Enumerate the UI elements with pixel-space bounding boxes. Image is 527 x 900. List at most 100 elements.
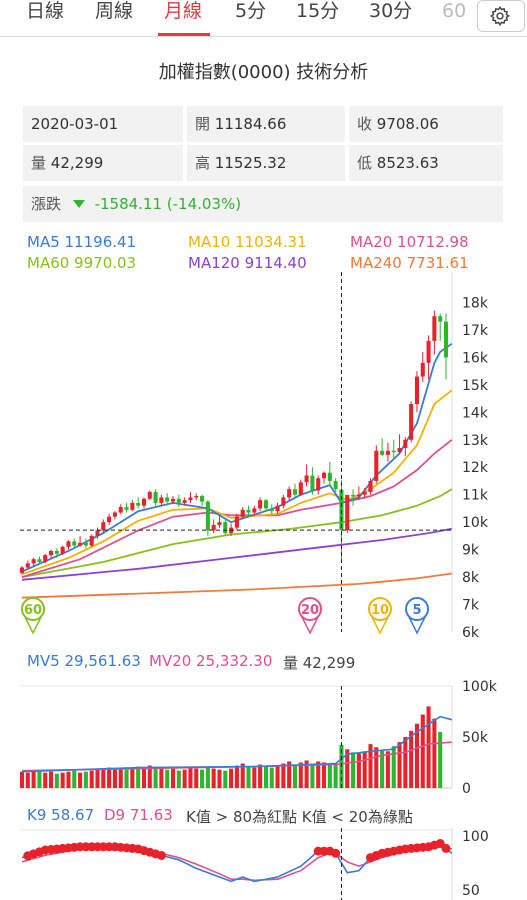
info-volume: 量 42,299: [23, 145, 183, 181]
volume-bar: [31, 770, 36, 788]
candle-body: [321, 472, 327, 479]
volume-bar: [165, 769, 170, 788]
volume-bar: [409, 730, 414, 788]
volume-bar: [426, 706, 431, 788]
volume-bar: [275, 765, 280, 788]
price-tick-label: 7k: [462, 598, 480, 614]
candle-body: [223, 522, 228, 534]
candle-body: [258, 500, 263, 509]
open-label: 開: [195, 115, 211, 133]
active-tab-indicator: [158, 33, 210, 36]
candle-body: [66, 541, 71, 547]
price-chart[interactable]: 18k 17k 16k 15k 14k 13k 12k 11k 10k 9k 8k 7k 6k 60 20 1…: [0, 272, 527, 642]
volume-bar: [25, 772, 30, 788]
volume-bar: [362, 751, 367, 788]
ma20-legend: MA20 10712.98: [350, 233, 469, 251]
volume-bar: [333, 763, 338, 788]
kd-chart[interactable]: 100 50: [0, 828, 527, 900]
volume-bar: [159, 767, 164, 788]
volume-bar: [147, 765, 152, 788]
volume-value: 42,299: [50, 154, 104, 172]
info-high: 高 11525.32: [187, 145, 345, 181]
candle-body: [246, 509, 251, 513]
tab-monthly[interactable]: 月線: [164, 0, 203, 22]
ma120-series-line: [21, 527, 452, 581]
candle-body: [391, 450, 396, 453]
marker-circle: [405, 597, 429, 621]
candle-body: [182, 500, 187, 503]
volume-bar: [37, 771, 42, 788]
marker-label: 20: [301, 603, 319, 618]
tab-60min[interactable]: 60: [442, 0, 467, 22]
volume-bar: [246, 766, 251, 788]
candle-body: [426, 340, 431, 363]
candle-body: [31, 559, 36, 564]
candle-body: [107, 516, 112, 523]
volume-bar: [136, 766, 141, 788]
page-title: 加權指數(0000) 技術分析: [158, 62, 369, 83]
marker-circle: [298, 597, 322, 621]
ma60-legend: MA60 9970.03: [27, 254, 137, 272]
volume-bar: [205, 767, 210, 788]
volume-bar: [380, 750, 385, 788]
price-tick-label: 15k: [462, 378, 489, 394]
kd-tick-label: 50: [462, 883, 480, 899]
candle-body: [211, 524, 216, 531]
vol-legend: 量 42,299: [283, 654, 356, 672]
candle-body: [240, 509, 245, 517]
ma60-series-line: [21, 488, 453, 578]
candle-body: [304, 475, 309, 483]
candle-body: [420, 362, 425, 377]
volume-tick-label: 100k: [462, 679, 498, 695]
candle-body: [298, 482, 303, 495]
k-red-dot: [156, 850, 166, 860]
settings-button[interactable]: [477, 0, 525, 32]
k-red-dot: [441, 843, 451, 853]
candle-body: [170, 498, 176, 502]
volume-bar: [54, 773, 59, 788]
volume-bar: [240, 763, 245, 788]
price-tick-label: 8k: [462, 570, 480, 586]
candle-body: [136, 502, 141, 506]
candle-body: [443, 321, 449, 358]
volume-chart[interactable]: 100k 50k 0: [0, 676, 527, 798]
volume-bar: [188, 767, 193, 788]
candle-body: [176, 498, 181, 503]
ma5-series-line: [21, 342, 453, 573]
candle-body: [205, 501, 210, 531]
mv20-legend: MV20 25,332.30: [149, 652, 273, 670]
volume-bar: [420, 714, 425, 788]
volume-bar: [391, 746, 396, 788]
candle-body: [385, 450, 390, 455]
tab-daily[interactable]: 日線: [26, 0, 65, 22]
candle-body: [200, 496, 205, 502]
tab-15min[interactable]: 15分: [296, 0, 340, 22]
candle-body: [414, 376, 419, 405]
volume-bar: [287, 761, 292, 788]
tab-5min[interactable]: 5分: [235, 0, 267, 22]
change-value: -1584.11 (-14.03%): [94, 195, 242, 213]
marker-label: 60: [24, 603, 42, 618]
candle-body: [37, 559, 42, 562]
candle-body: [327, 472, 332, 481]
candle-body: [101, 522, 106, 531]
candle-body: [118, 507, 123, 513]
candle-body: [339, 489, 344, 531]
candle-body: [287, 489, 292, 498]
marker-pointer: [408, 616, 426, 635]
volume-bar: [403, 737, 408, 788]
volume-bar: [252, 767, 257, 788]
volume-bar: [374, 747, 379, 788]
candle-body: [54, 550, 59, 554]
info-change: 漲跌 -1584.11 (-14.03%): [23, 186, 503, 222]
candle-body: [165, 497, 170, 502]
tab-weekly[interactable]: 周線: [95, 0, 134, 22]
candle-body: [60, 546, 65, 554]
tab-30min[interactable]: 30分: [369, 0, 413, 22]
candle-body: [345, 494, 350, 531]
volume-bar: [217, 769, 222, 788]
volume-bar: [310, 763, 315, 788]
volume-bar: [292, 764, 298, 788]
info-close: 收 9708.06: [349, 106, 503, 142]
candle-body: [147, 491, 152, 499]
